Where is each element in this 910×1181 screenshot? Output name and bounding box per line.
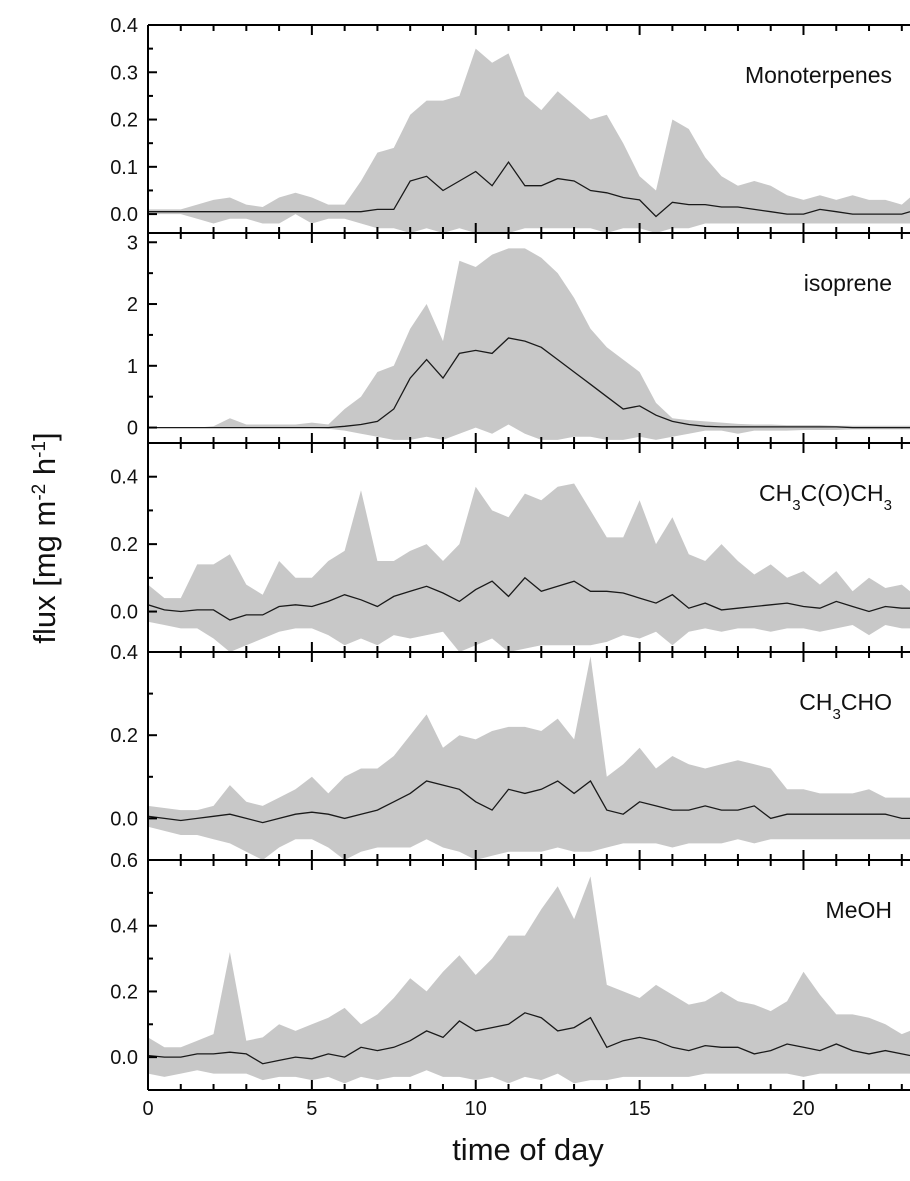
- y-tick-label-0-2: 0.2: [110, 110, 138, 132]
- y-tick-label-1-0: 0: [127, 418, 138, 440]
- mean-line-3: [148, 780, 910, 824]
- band-4: [148, 876, 910, 1084]
- y-tick-label-0-3: 0.3: [110, 62, 138, 84]
- panel-label-part: 3: [884, 497, 892, 514]
- y-tick-label-0-0: 0.0: [110, 204, 138, 226]
- mean-line-0: [148, 160, 910, 218]
- band-2: [148, 483, 910, 652]
- panel-label-2: CH3C(O)CH3: [759, 480, 892, 514]
- x-tick-label-4: 20: [792, 1098, 814, 1120]
- y-tick-label-4-2: 0.4: [110, 916, 138, 938]
- y-tick-label-2-2: 0.4: [110, 467, 138, 489]
- chart-panels: 0.00.10.20.30.4Monoterpenes0123isoprene0…: [110, 15, 910, 1091]
- panel-label-part: CH: [799, 689, 832, 715]
- panel-label-part: C(O)CH: [801, 480, 884, 506]
- x-tick-label-1: 5: [306, 1098, 317, 1120]
- y-axis-title: flux [mg m-2 h-1]: [27, 432, 62, 643]
- panel-label-part: CHO: [841, 689, 892, 715]
- y-tick-label-4-3: 0.6: [110, 850, 138, 872]
- panel-label-0: Monoterpenes: [745, 62, 892, 88]
- y-tick-label-2-0: 0.0: [110, 602, 138, 624]
- mean-line-4: [148, 1012, 910, 1065]
- x-tick-label-3: 15: [628, 1098, 650, 1120]
- y-tick-label-4-0: 0.0: [110, 1047, 138, 1069]
- y-tick-label-0-1: 0.1: [110, 157, 138, 179]
- band-1: [148, 248, 910, 440]
- y-tick-label-3-2: 0.4: [110, 642, 138, 664]
- x-tick-label-0: 0: [142, 1098, 153, 1120]
- y-tick-label-3-1: 0.2: [110, 725, 138, 747]
- y-tick-label-1-1: 1: [127, 356, 138, 378]
- panel-label-part: 3: [833, 706, 841, 723]
- panel-label-part: CH: [759, 480, 792, 506]
- band-3: [148, 656, 910, 860]
- band-0: [148, 48, 910, 233]
- panel-3: 0.0 0.2 0.4 CH3CHO: [110, 642, 910, 861]
- mean-line-2: [148, 576, 910, 621]
- panel-0: 0.0 0.1 0.2 0.3 0.4 Monoterpenes: [110, 15, 910, 234]
- y-tick-label-0-4: 0.4: [110, 15, 138, 37]
- panel-label-1: isoprene: [804, 270, 892, 296]
- x-axis-title: time of day: [452, 1132, 604, 1167]
- mean-line-1: [148, 337, 910, 429]
- x-axis: 0 5 10 15 20: [142, 1098, 814, 1120]
- panel-label-3: CH3CHO: [799, 689, 892, 723]
- panel-4: 0.0 0.2 0.4 0.6 MeOH: [110, 850, 910, 1091]
- y-tick-label-3-0: 0.0: [110, 808, 138, 830]
- panel-label-4: MeOH: [826, 897, 892, 923]
- y-tick-label-1-2: 2: [127, 294, 138, 316]
- panel-1: 0 1 2 3 isoprene: [127, 232, 910, 444]
- y-tick-label-2-1: 0.2: [110, 534, 138, 556]
- y-tick-label-1-3: 3: [127, 232, 138, 254]
- y-tick-label-4-1: 0.2: [110, 981, 138, 1003]
- x-tick-label-2: 10: [465, 1098, 487, 1120]
- panel-label-part: 3: [792, 497, 800, 514]
